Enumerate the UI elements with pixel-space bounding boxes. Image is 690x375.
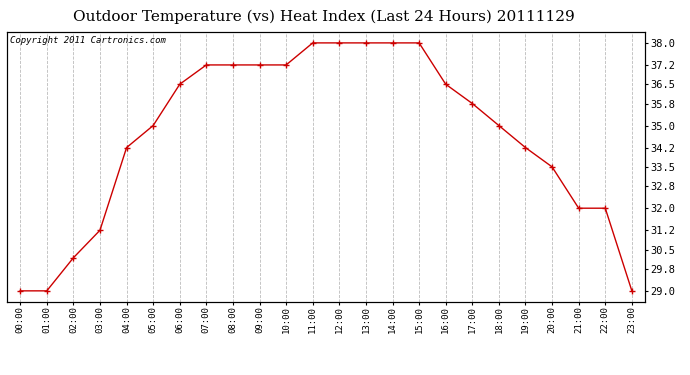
Text: Outdoor Temperature (vs) Heat Index (Last 24 Hours) 20111129: Outdoor Temperature (vs) Heat Index (Las…	[73, 9, 575, 24]
Text: Copyright 2011 Cartronics.com: Copyright 2011 Cartronics.com	[10, 36, 166, 45]
